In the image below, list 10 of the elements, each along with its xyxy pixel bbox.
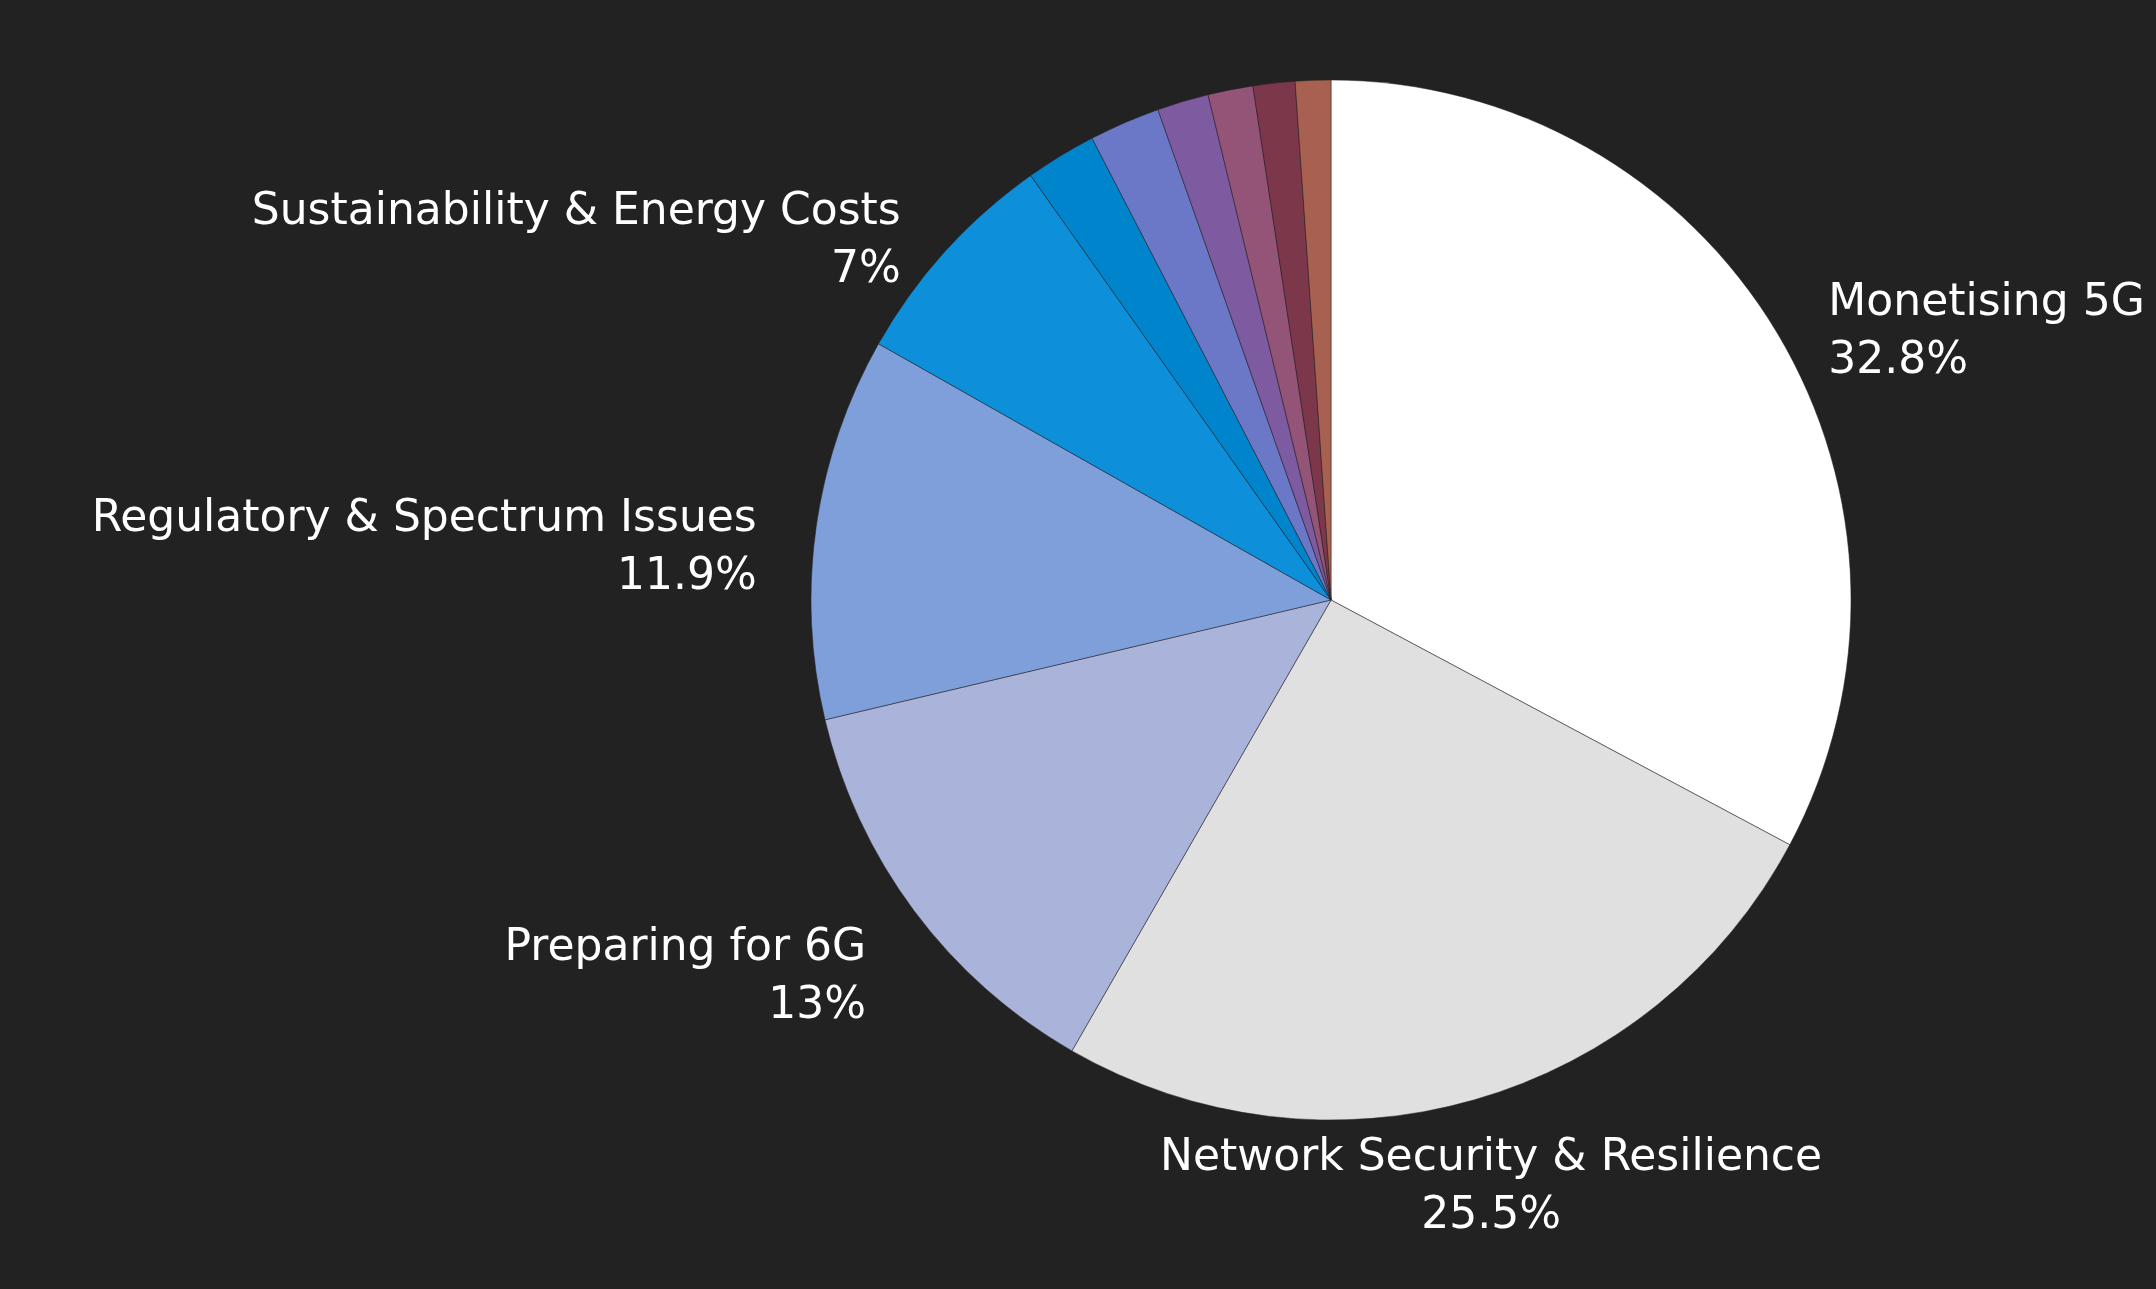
slice-label: Preparing for 6G <box>504 918 867 970</box>
slice-label: Regulatory & Spectrum Issues <box>91 490 757 542</box>
slice-label: Monetising 5G <box>1828 273 2145 325</box>
data-label: 11.9% <box>617 548 757 600</box>
data-label: 32.8% <box>1828 331 1969 383</box>
data-label: 13% <box>768 976 867 1028</box>
slice-label: Sustainability & Energy Costs <box>251 183 901 234</box>
data-label: 25.5% <box>1421 1187 1561 1239</box>
data-label: 7% <box>830 241 901 292</box>
slice-label: Network Security & Resilience <box>1159 1129 1823 1181</box>
